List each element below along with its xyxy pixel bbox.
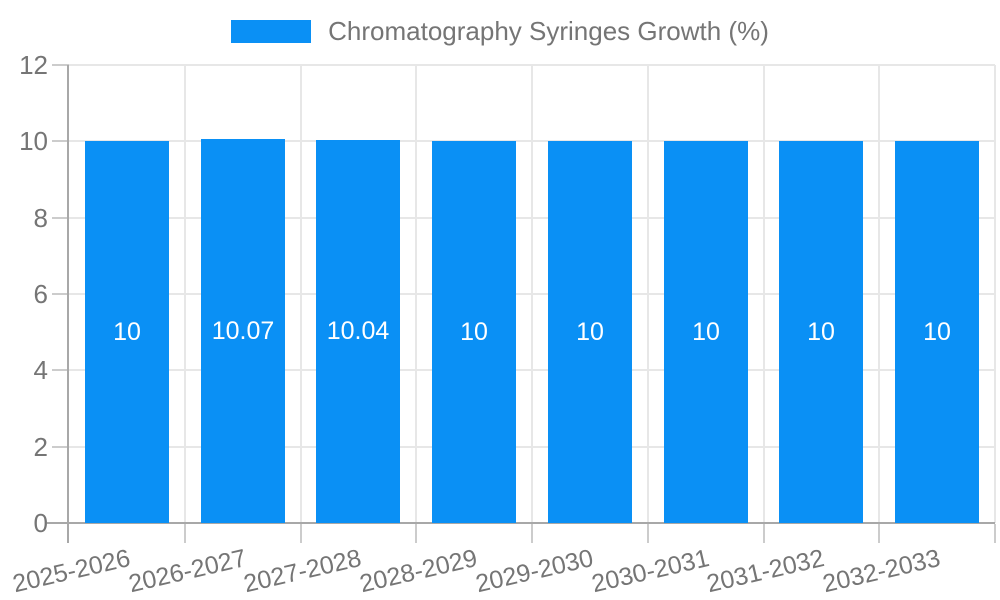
x-axis-tick <box>878 524 880 543</box>
y-axis-line <box>67 65 69 543</box>
bar-value-label: 10 <box>576 318 604 346</box>
x-gridline <box>763 65 765 523</box>
x-axis-tick <box>531 524 533 543</box>
bar-value-label: 10 <box>692 318 720 346</box>
x-tick-label: 2027-2028 <box>241 544 365 599</box>
x-tick-label: 2025-2026 <box>10 544 134 599</box>
x-axis-tick <box>647 524 649 543</box>
chart-title: Chromatography Syringes Growth (%) <box>328 16 769 46</box>
bar-value-label: 10 <box>113 318 141 346</box>
x-tick-label: 2026-2027 <box>126 544 250 599</box>
y-axis-tick <box>52 140 69 142</box>
bar[interactable] <box>664 141 748 523</box>
x-gridline <box>647 65 649 523</box>
bar[interactable] <box>895 141 979 523</box>
y-axis-tick <box>52 293 69 295</box>
x-axis-line <box>47 522 995 524</box>
x-gridline <box>415 65 417 523</box>
y-axis-tick <box>52 446 69 448</box>
bar-value-label: 10 <box>460 318 488 346</box>
legend[interactable]: Chromatography Syringes Growth (%) <box>0 16 1000 47</box>
bar[interactable] <box>779 141 863 523</box>
x-gridline <box>531 65 533 523</box>
x-tick-label: 2029-2030 <box>473 544 597 599</box>
bar-value-label: 10.04 <box>326 317 390 345</box>
x-gridline <box>878 65 880 523</box>
bar[interactable] <box>316 140 400 523</box>
y-tick-label: 10 <box>19 126 48 156</box>
x-axis-tick <box>763 524 765 543</box>
x-gridline <box>994 65 996 523</box>
x-tick-label: 2030-2031 <box>589 544 713 599</box>
y-tick-label: 8 <box>33 203 48 233</box>
x-tick-label: 2032-2033 <box>820 544 944 599</box>
legend-swatch <box>231 20 312 43</box>
y-axis-tick <box>52 64 69 66</box>
x-axis-tick <box>415 524 417 543</box>
x-axis-tick <box>300 524 302 543</box>
bar-value-label: 10.07 <box>211 317 275 345</box>
y-tick-label: 2 <box>33 432 48 462</box>
x-axis-tick <box>994 524 996 543</box>
x-axis-tick <box>184 524 186 543</box>
y-axis-tick <box>52 217 69 219</box>
bar[interactable] <box>201 139 285 523</box>
x-tick-label: 2028-2029 <box>357 544 481 599</box>
bar[interactable] <box>85 141 169 523</box>
y-tick-label: 6 <box>33 279 48 309</box>
x-gridline <box>300 65 302 523</box>
bar[interactable] <box>432 141 516 523</box>
bar-value-label: 10 <box>923 318 951 346</box>
y-tick-label: 12 <box>19 50 48 80</box>
y-tick-label: 0 <box>33 508 48 538</box>
bar[interactable] <box>548 141 632 523</box>
x-gridline <box>184 65 186 523</box>
y-tick-label: 4 <box>33 355 48 385</box>
bar-value-label: 10 <box>807 318 835 346</box>
x-tick-label: 2031-2032 <box>704 544 828 599</box>
y-axis-tick <box>52 369 69 371</box>
